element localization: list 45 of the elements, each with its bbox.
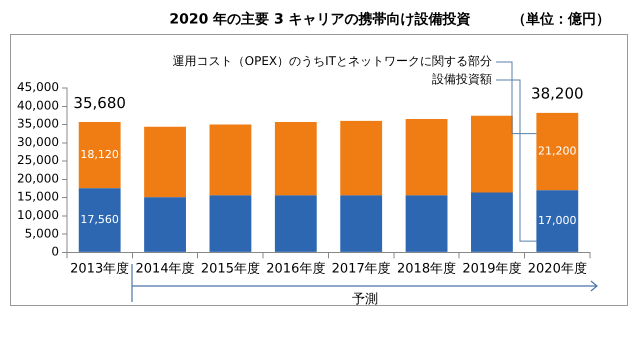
bar: [471, 192, 513, 252]
x-tick-label: 2013年度: [70, 260, 130, 277]
bar: [274, 195, 317, 252]
x-tick-label: 2018年度: [397, 260, 456, 277]
x-tick-label: 2017年度: [332, 260, 391, 277]
y-tick-label: 5,000: [24, 226, 59, 240]
text: 予測: [352, 292, 378, 307]
y-tick-label: 45,000: [16, 80, 59, 94]
y-tick-label: 30,000: [16, 134, 59, 149]
text: 設備投資額: [432, 72, 492, 86]
bar: [274, 122, 317, 196]
y-tick-label: 20,000: [16, 171, 59, 186]
bar: [340, 195, 382, 252]
y-tick-label: 0: [51, 244, 59, 259]
bar: [536, 190, 578, 252]
y-tick-label: 10,000: [16, 208, 59, 222]
bar: [536, 112, 578, 190]
bar: [340, 120, 382, 196]
bar: [210, 195, 252, 252]
y-tick-label: 25,000: [16, 153, 59, 168]
data-label: 17,000: [538, 214, 577, 227]
data-label: 21,200: [538, 144, 577, 158]
total-label: 38,200: [531, 84, 584, 103]
text: 運用コスト（OPEX）のうちITとネットワークに関する部分: [172, 54, 492, 68]
bar: [406, 195, 448, 252]
bar: [78, 188, 121, 252]
bar: [78, 122, 121, 188]
x-tick-label: 2016年度: [266, 260, 326, 277]
y-tick-label: 15,000: [16, 190, 59, 204]
x-tick-label: 2019年度: [462, 260, 522, 277]
x-tick-label: 2014年度: [136, 260, 195, 277]
y-tick-label: 40,000: [16, 98, 59, 112]
bar: [144, 197, 186, 252]
data-label: 18,120: [80, 148, 119, 162]
y-tick-label: 35,000: [16, 116, 59, 131]
bar: [144, 126, 186, 198]
x-tick-label: 2015年度: [200, 260, 260, 277]
x-tick-label: 2020年度: [528, 260, 587, 277]
bar: [406, 119, 448, 196]
chart-title: 2020 年の主要 3 キャリアの携帯向け設備投資: [169, 10, 471, 28]
chart-subtitle: （単位：億円）: [512, 10, 610, 28]
data-label: 17,560: [80, 212, 119, 226]
bar: [210, 124, 252, 196]
bar: [471, 116, 513, 192]
total-label: 35,680: [73, 94, 126, 112]
